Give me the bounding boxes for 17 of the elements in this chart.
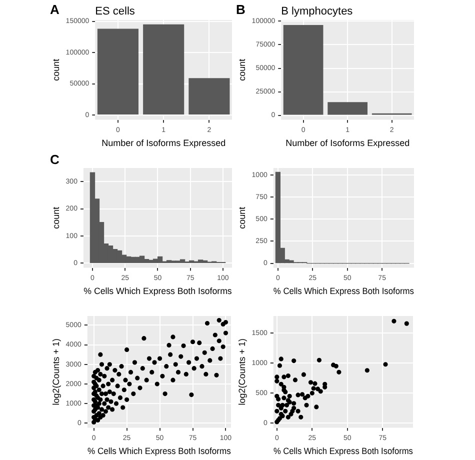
x-axis-title: % Cells Which Express Both Isoforms — [84, 286, 232, 296]
y-axis-title: log2(Counts + 1) — [50, 338, 61, 406]
text: A — [50, 2, 60, 17]
y-axis-title: count — [236, 58, 247, 81]
x-axis-title: % Cells Which Express Both Isoforms — [273, 446, 414, 456]
text: B — [236, 2, 246, 17]
x-axis-title: Number of Isoforms Expressed — [286, 138, 410, 148]
text: C — [50, 152, 60, 167]
chart-title: ES cells — [95, 6, 136, 18]
y-axis-title: log2(Counts + 1) — [236, 338, 247, 406]
y-axis-title: count — [50, 58, 61, 81]
y-axis-title: count — [236, 206, 247, 229]
x-axis-title: Number of Isoforms Expressed — [102, 138, 226, 148]
y-axis-title: count — [50, 206, 61, 229]
x-axis-title: % Cells Which Express Both Isoforms — [88, 446, 232, 456]
x-axis-title: % Cells Which Express Both Isoforms — [273, 286, 415, 296]
chart-title: B lymphocytes — [281, 6, 354, 18]
